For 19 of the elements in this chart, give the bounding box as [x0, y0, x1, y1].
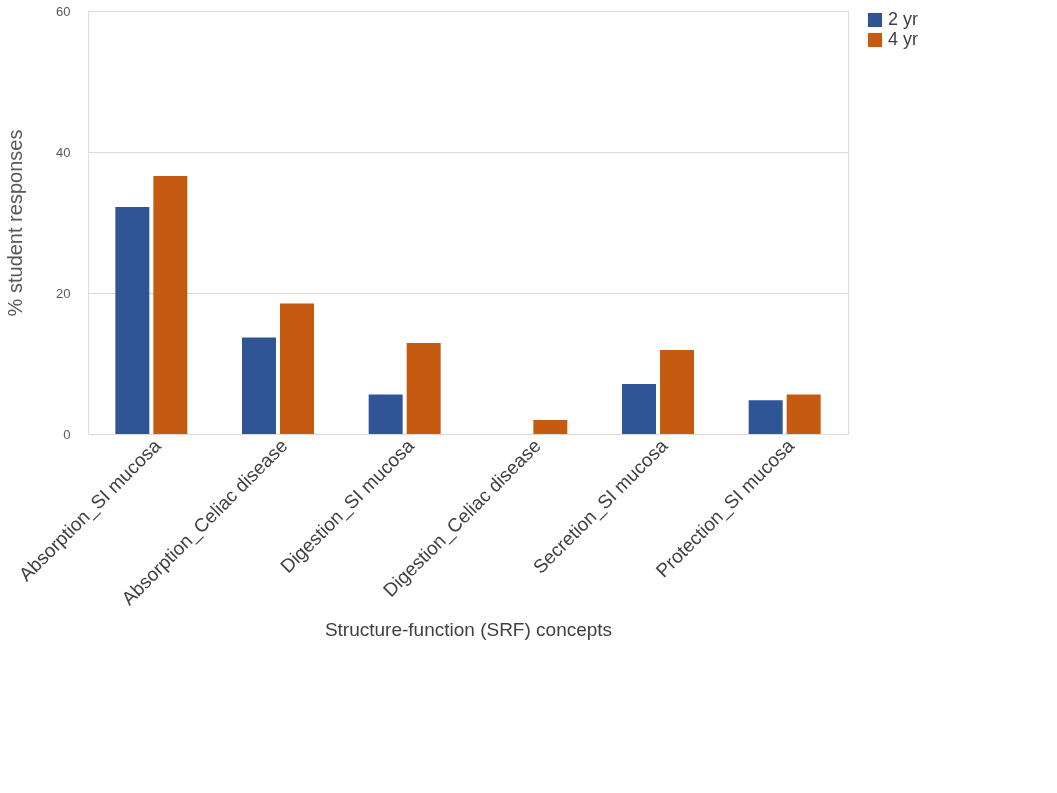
- bar: [406, 343, 441, 434]
- bar: [153, 175, 188, 434]
- legend-label: 4 yr: [888, 29, 919, 49]
- y-tick-label: 0: [63, 426, 71, 442]
- y-axis-title: % student responses: [4, 129, 27, 317]
- bar: [280, 303, 314, 434]
- bar: [748, 400, 783, 434]
- y-tick-label: 60: [56, 3, 71, 19]
- bar: [786, 394, 821, 434]
- bar: [368, 394, 403, 434]
- bar: [115, 206, 150, 434]
- y-tick-label: 20: [56, 285, 71, 301]
- bar: [660, 350, 694, 434]
- bar: [242, 337, 276, 434]
- bar: [622, 383, 656, 434]
- bar: [533, 419, 568, 434]
- legend-label: 2 yr: [888, 9, 919, 29]
- y-tick-label: 40: [56, 144, 71, 160]
- x-axis-title: Structure-function (SRF) concepts: [324, 619, 613, 641]
